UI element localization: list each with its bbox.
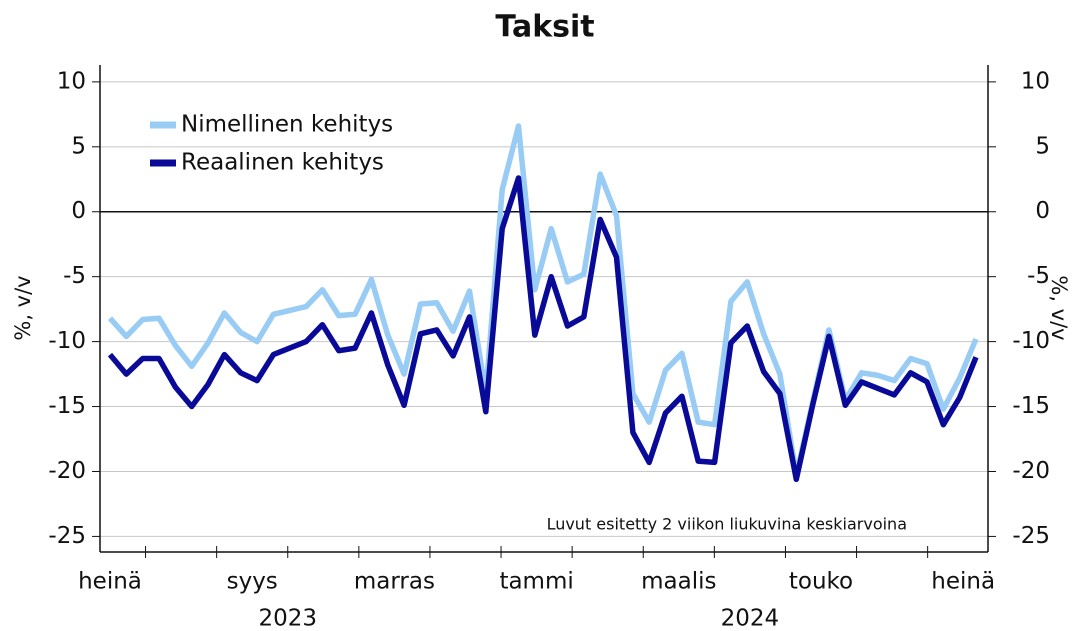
y-tick-label: -15 — [48, 393, 86, 419]
line-series — [107, 175, 979, 483]
x-tick-label: touko — [789, 569, 853, 595]
x-tick-label: tammi — [499, 569, 573, 595]
y-tick-label: -25 — [48, 523, 86, 549]
y-tick-label: 0 — [71, 198, 86, 224]
y2-axis-label: %, v/v — [1047, 275, 1071, 340]
y-tick-label: -5 — [63, 263, 86, 289]
y2-tick-label: 5 — [1035, 133, 1050, 159]
year-label: 2024 — [721, 606, 780, 631]
y-axis-label: %, v/v — [11, 275, 35, 340]
y-tick-label: -10 — [48, 328, 86, 354]
y2-tick-label: -5 — [1027, 263, 1050, 289]
y2-tick-label: 0 — [1035, 198, 1050, 224]
y2-tick-label: -25 — [1012, 523, 1050, 549]
chart-title: Taksit — [495, 10, 594, 45]
x-tick-label: heinä — [78, 569, 142, 595]
y2-tick-label: -10 — [1012, 328, 1050, 354]
year-label: 2023 — [258, 606, 317, 631]
x-tick-label: syys — [227, 569, 278, 595]
y2-tick-label: 10 — [1021, 68, 1050, 94]
annotation: Luvut esitetty 2 viikon liukuvina keskia… — [547, 515, 907, 534]
x-tick-label: maalis — [641, 569, 716, 595]
legend-label: Nimellinen kehitys — [181, 112, 393, 138]
y-tick-label: 10 — [57, 68, 86, 94]
y2-tick-label: -15 — [1012, 393, 1050, 419]
x-tick-label: heinä — [931, 569, 995, 595]
x-tick-label: marras — [354, 569, 435, 595]
y-tick-label: 5 — [71, 133, 86, 159]
y2-tick-label: -20 — [1012, 458, 1050, 484]
y-tick-label: -20 — [48, 458, 86, 484]
legend-label: Reaalinen kehitys — [181, 150, 384, 176]
